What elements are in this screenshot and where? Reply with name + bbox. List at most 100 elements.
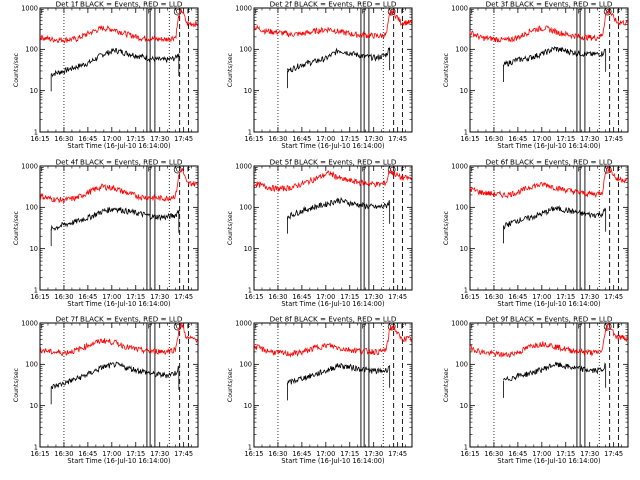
y-tick-label: 100 bbox=[455, 361, 468, 369]
annotation-label: F bbox=[255, 166, 259, 174]
panel-3: Det 3f BLACK = Events, RED = LLD 1 10 100 10… bbox=[443, 0, 629, 150]
annotation-label: F bbox=[401, 8, 405, 16]
annotation-label: F bbox=[401, 166, 405, 174]
x-tick-label: 17:45 bbox=[174, 135, 193, 143]
series-line-events bbox=[50, 47, 180, 78]
panel-5: Det 5f BLACK = Events, RED = LLD 1 10 100 10… bbox=[227, 158, 413, 308]
x-tick-label: 16:45 bbox=[508, 450, 527, 458]
x-tick-label: 17:00 bbox=[532, 135, 551, 143]
annotation-label: F bbox=[187, 8, 191, 16]
annotation-label: F bbox=[617, 8, 621, 16]
y-tick-label: 100 bbox=[25, 46, 38, 54]
annotation-label: F bbox=[148, 8, 152, 16]
annotation-label: F bbox=[401, 323, 405, 331]
series-line-events bbox=[503, 46, 606, 67]
x-tick-label: 16:30 bbox=[484, 135, 503, 143]
panel-title: Det 9f BLACK = Events, RED = LLD bbox=[486, 315, 613, 324]
panel-7: Det 7f BLACK = Events, RED = LLD 1 10 100 10… bbox=[13, 315, 199, 465]
y-tick-label: 1000 bbox=[451, 162, 468, 170]
plot-frame bbox=[469, 7, 629, 133]
x-tick-label: 17:15 bbox=[556, 450, 575, 458]
x-tick-label: 17:15 bbox=[556, 135, 575, 143]
x-tick-label: 17:45 bbox=[388, 135, 407, 143]
x-tick-label: 17:30 bbox=[580, 293, 599, 301]
x-tick-label: 16:45 bbox=[292, 293, 311, 301]
annotation-circle bbox=[603, 322, 612, 331]
x-tick-label: 17:45 bbox=[604, 293, 623, 301]
annotation-label: F bbox=[362, 323, 366, 331]
y-axis-label: Counts/sec bbox=[13, 210, 20, 245]
y-tick-label: 1 bbox=[464, 128, 468, 136]
plot-frame bbox=[253, 322, 413, 448]
annotation-label: F bbox=[471, 166, 475, 174]
annotation-label: F bbox=[617, 166, 621, 174]
x-tick-label: 17:00 bbox=[532, 293, 551, 301]
y-tick-label: 10 bbox=[30, 245, 38, 253]
y-tick-label: 10 bbox=[244, 402, 252, 410]
annotation-label: F bbox=[187, 323, 191, 331]
y-tick-label: 1 bbox=[248, 286, 252, 294]
annotation-label: F bbox=[255, 8, 259, 16]
series-line-lld bbox=[253, 325, 413, 358]
x-tick-label: 17:45 bbox=[388, 293, 407, 301]
series-line-lld bbox=[253, 8, 413, 40]
x-tick-label: 16:30 bbox=[484, 450, 503, 458]
annotation-label: F bbox=[362, 166, 366, 174]
panel-title: Det 5f BLACK = Events, RED = LLD bbox=[270, 158, 397, 167]
x-tick-label: 16:45 bbox=[78, 135, 97, 143]
x-axis-label: Start Time (16-Jul-10 16:14:00) bbox=[281, 457, 384, 465]
y-tick-label: 100 bbox=[239, 204, 252, 212]
plot-frame bbox=[253, 165, 413, 291]
y-tick-label: 10 bbox=[460, 87, 468, 95]
y-tick-label: 10 bbox=[244, 87, 252, 95]
x-tick-label: 17:15 bbox=[340, 293, 359, 301]
x-tick-label: 17:45 bbox=[174, 293, 193, 301]
x-tick-label: 17:15 bbox=[340, 135, 359, 143]
x-tick-label: 17:30 bbox=[150, 450, 169, 458]
x-tick-label: 16:45 bbox=[508, 135, 527, 143]
annotation-label: C bbox=[176, 323, 181, 331]
x-tick-label: 16:45 bbox=[78, 450, 97, 458]
plot-frame bbox=[39, 322, 199, 448]
x-tick-label: 17:45 bbox=[604, 135, 623, 143]
y-tick-label: 1000 bbox=[451, 319, 468, 327]
x-tick-label: 17:45 bbox=[604, 450, 623, 458]
series-line-lld bbox=[39, 167, 198, 205]
x-tick-label: 16:30 bbox=[268, 135, 287, 143]
x-tick-label: 16:30 bbox=[268, 450, 287, 458]
panel-title: Det 1f BLACK = Events, RED = LLD bbox=[56, 0, 183, 9]
series-line-lld bbox=[469, 8, 628, 43]
y-tick-label: 1000 bbox=[235, 4, 252, 12]
x-tick-label: 17:45 bbox=[388, 450, 407, 458]
annotation-label: F bbox=[471, 8, 475, 16]
x-tick-label: 16:30 bbox=[484, 293, 503, 301]
series-line-lld bbox=[39, 322, 199, 357]
y-axis-label: Counts/sec bbox=[227, 52, 234, 87]
annotation-label: F bbox=[578, 166, 582, 174]
y-tick-label: 100 bbox=[25, 204, 38, 212]
annotation-label: C bbox=[176, 166, 181, 174]
x-tick-label: 17:30 bbox=[580, 135, 599, 143]
panel-2: Det 2f BLACK = Events, RED = LLD 1 10 100 10… bbox=[227, 0, 413, 150]
y-tick-label: 1 bbox=[248, 443, 252, 451]
series-line-events bbox=[50, 206, 180, 231]
x-tick-label: 17:30 bbox=[364, 450, 383, 458]
y-axis-label: Counts/sec bbox=[227, 367, 234, 402]
plot-frame bbox=[39, 165, 199, 291]
y-tick-label: 1 bbox=[248, 128, 252, 136]
series-line-events bbox=[503, 205, 607, 230]
panel-4: Det 4f BLACK = Events, RED = LLD 1 10 100 10… bbox=[13, 158, 199, 308]
x-tick-label: 16:15 bbox=[30, 293, 49, 301]
y-tick-label: 10 bbox=[30, 402, 38, 410]
x-tick-label: 17:00 bbox=[316, 450, 335, 458]
y-axis-label: Counts/sec bbox=[443, 52, 450, 87]
annotation-circle bbox=[173, 7, 182, 16]
series-line-lld bbox=[469, 166, 628, 199]
annotation-label: F bbox=[471, 323, 475, 331]
panel-title: Det 2f BLACK = Events, RED = LLD bbox=[270, 0, 397, 9]
y-tick-label: 1000 bbox=[235, 319, 252, 327]
plot-frame bbox=[253, 7, 413, 133]
x-tick-label: 17:15 bbox=[126, 450, 145, 458]
x-tick-label: 16:15 bbox=[460, 450, 479, 458]
